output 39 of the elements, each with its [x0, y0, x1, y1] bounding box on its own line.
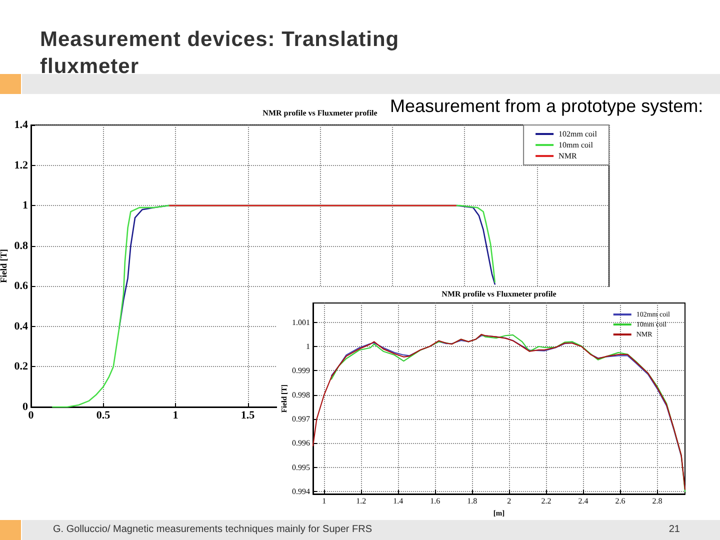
y-tick-label: 0.999 — [292, 366, 310, 376]
y-tick-label: 0.998 — [292, 390, 310, 400]
x-tick-label: 1.2 — [356, 496, 366, 506]
y-axis-title: Field [T] — [0, 249, 8, 283]
y-tick-label: 1.001 — [292, 318, 310, 327]
y-tick-label: 0 — [22, 401, 28, 413]
x-tick-label: 2 — [507, 496, 512, 506]
y-tick-label: 1.2 — [14, 159, 28, 172]
y-tick-label: 0.4 — [14, 320, 28, 332]
x-tick-label: 0.5 — [96, 410, 111, 422]
legend-label: 10mm coil — [558, 140, 594, 150]
x-tick-label: 1.6 — [430, 496, 440, 506]
y-tick-label: 0.2 — [14, 360, 28, 373]
x-tick-label: 1 — [322, 496, 326, 506]
y-tick-label: 0.8 — [14, 240, 28, 252]
chart-title: NMR profile vs Fluxmeter profile — [262, 108, 378, 118]
x-tick-label: 2.2 — [541, 496, 552, 506]
x-tick-label: 1.8 — [467, 496, 478, 506]
chart-title: NMR profile vs Fluxmeter profile — [442, 290, 557, 298]
y-tick-label: 0.996 — [292, 438, 310, 448]
x-tick-label: 1 — [172, 410, 178, 422]
x-tick-label: 1.5 — [240, 410, 256, 422]
text: Measurement devices: Translating fluxmeter — [40, 27, 400, 80]
y-tick-label: 0.995 — [292, 462, 310, 472]
y-tick-label: 0.994 — [292, 487, 310, 496]
x-tick-label: 2.8 — [652, 496, 662, 506]
y-tick-label: 1.4 — [14, 119, 28, 131]
y-tick-label: 0.6 — [14, 280, 28, 292]
x-tick-label: 1.4 — [393, 496, 404, 506]
legend-label: 102mm coil — [558, 130, 598, 138]
text: 21 — [668, 524, 680, 535]
y-tick-label: 0.997 — [292, 414, 310, 424]
text: G. Golluccio/ Magnetic measurements techniques mainly for Super FRS — [53, 524, 372, 535]
text: Measurement from a prototype system: — [390, 96, 704, 117]
x-tick-label: 2.4 — [578, 496, 588, 506]
x-tick-label: 2.6 — [615, 496, 626, 506]
legend-label: NMR — [558, 152, 578, 160]
y-tick-label: 1 — [22, 200, 28, 212]
y-tick-label: 1 — [306, 342, 310, 352]
